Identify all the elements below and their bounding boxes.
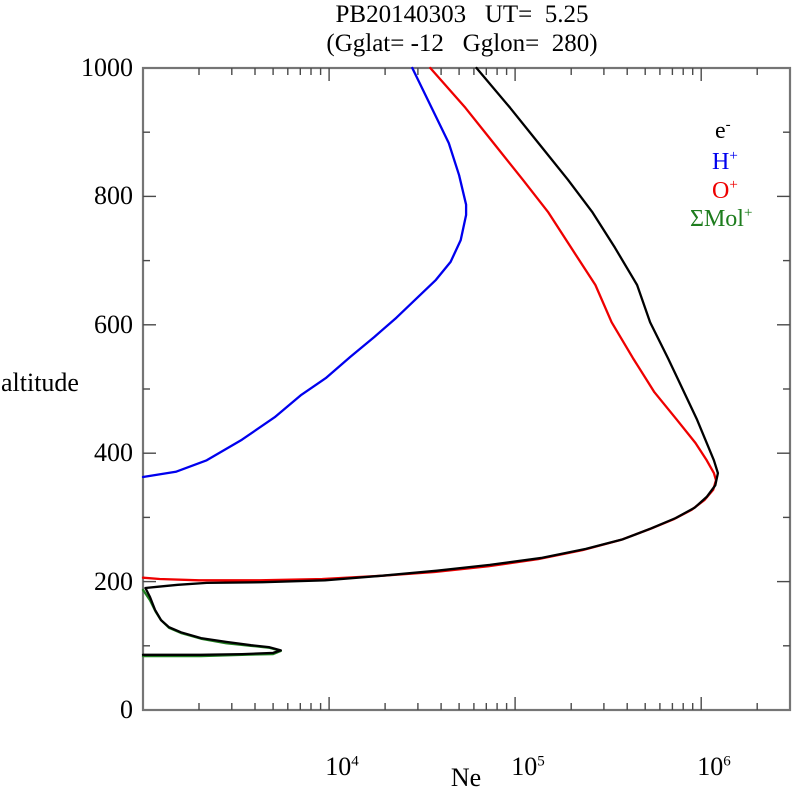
- exponent: 5: [537, 753, 545, 770]
- y-tick-label-800: 800: [94, 181, 133, 210]
- y-tick-label-600: 600: [94, 310, 133, 339]
- exponent: 6: [723, 753, 731, 770]
- y-tick-label-400: 400: [94, 438, 133, 467]
- exponent: 4: [351, 753, 359, 770]
- x-axis-label: Ne: [450, 763, 482, 792]
- legend-item-electron: e-: [715, 117, 731, 144]
- chart-title-line1: PB20140303 UT= 5.25: [335, 1, 589, 28]
- y-tick-label-0: 0: [120, 695, 133, 724]
- y-axis-label: altitude: [1, 368, 79, 397]
- legend-item-h-plus: H+: [712, 148, 738, 175]
- y-tick-label-200: 200: [94, 567, 133, 596]
- x-tick-label-1e6: 106: [697, 752, 731, 781]
- legend-item-o-plus: O+: [712, 177, 738, 204]
- legend-item-mol-plus: ΣMol+: [690, 205, 753, 232]
- chart-title-line2: (Gglat= -12 Gglon= 280): [326, 30, 598, 57]
- y-tick-label-1000: 1000: [81, 53, 133, 82]
- x-tick-label-1e5: 105: [511, 752, 545, 781]
- x-tick-label-1e4: 104: [325, 752, 359, 781]
